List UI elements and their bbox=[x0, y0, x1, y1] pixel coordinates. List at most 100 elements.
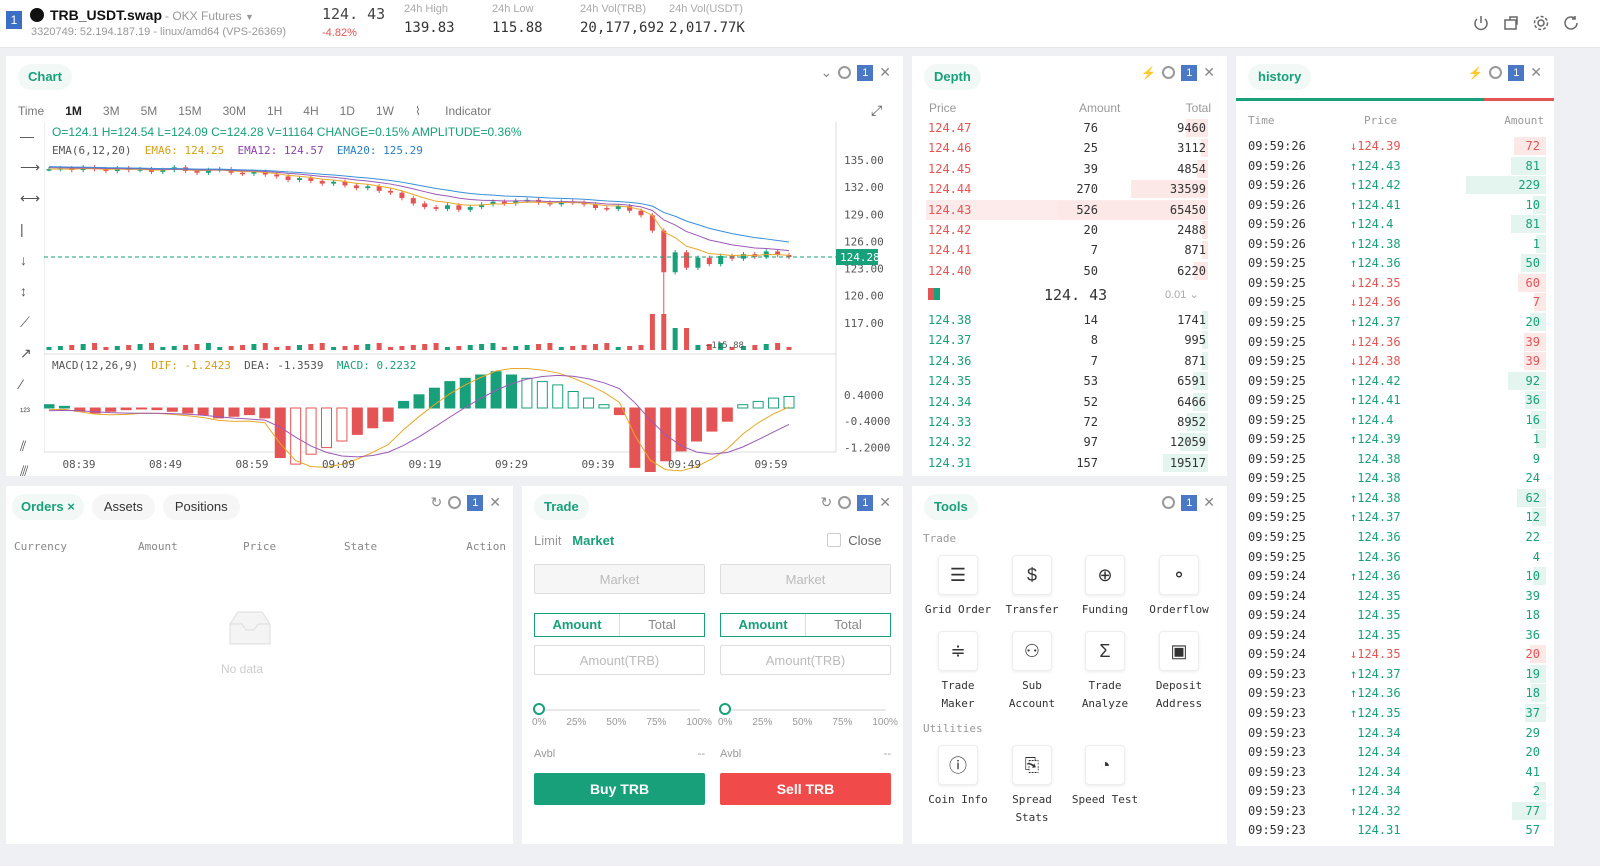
panel-badge[interactable]: 1 bbox=[1508, 64, 1525, 81]
panel-badge[interactable]: 1 bbox=[1181, 64, 1198, 81]
timeframe-1h[interactable]: 1H bbox=[266, 104, 283, 118]
tab-orders[interactable]: Orders × bbox=[12, 494, 84, 520]
timeframe-1d[interactable]: 1D bbox=[339, 104, 355, 118]
horizontal-segment-icon[interactable]: ⟷ bbox=[20, 190, 41, 206]
vertical-segment-icon[interactable]: ↕ bbox=[20, 283, 27, 299]
indicator-button[interactable]: ⌇ Indicator bbox=[415, 104, 512, 118]
pct-25[interactable]: 25% bbox=[566, 717, 587, 728]
buy-total-tab[interactable]: Total bbox=[619, 614, 704, 636]
refresh-icon[interactable] bbox=[1562, 14, 1580, 32]
trade-maker-tool[interactable]: ≑ Trade Maker bbox=[923, 631, 993, 713]
panel-badge[interactable]: 1 bbox=[467, 494, 484, 511]
panel-badge[interactable]: 1 bbox=[857, 64, 874, 81]
spread-stats-tool[interactable]: ⎘ Spread Stats bbox=[997, 745, 1067, 827]
candlestick-chart[interactable]: 135.00 132.00 129.00 126.00 123.00 120.00 117.… bbox=[44, 122, 894, 472]
pct-75[interactable]: 75% bbox=[832, 717, 853, 728]
refresh-icon[interactable]: ↻ bbox=[430, 494, 443, 510]
history-panel-title[interactable]: history bbox=[1248, 64, 1312, 90]
segment-icon[interactable]: ⁄ bbox=[20, 376, 23, 392]
sell-price-input[interactable]: Market bbox=[720, 564, 891, 594]
deposit-address-tool[interactable]: ▣ Deposit Address bbox=[1144, 631, 1214, 713]
sell-slider-track[interactable] bbox=[726, 709, 886, 711]
speed-test-tool[interactable]: ◔ Speed Test bbox=[1070, 745, 1140, 809]
bid-row[interactable]: 124.32 97 12059 bbox=[926, 432, 1208, 452]
ask-row[interactable]: 124.41 7 871 bbox=[926, 240, 1208, 260]
pct-50[interactable]: 50% bbox=[792, 717, 813, 728]
timeframe-4h[interactable]: 4H bbox=[303, 104, 319, 118]
gear-icon[interactable] bbox=[838, 496, 852, 509]
sub-account-tool[interactable]: ⚇ Sub Account bbox=[997, 631, 1067, 713]
channel-icon[interactable]: ⫻ bbox=[20, 463, 29, 479]
gear-icon[interactable] bbox=[838, 66, 852, 79]
ask-row[interactable]: 124.42 20 2488 bbox=[926, 220, 1208, 240]
buy-price-input[interactable]: Market bbox=[534, 564, 705, 594]
grid-order-tool[interactable]: ☰ Grid Order bbox=[923, 555, 993, 619]
ask-row[interactable]: 124.45 39 4854 bbox=[926, 159, 1208, 179]
pct-75[interactable]: 75% bbox=[646, 717, 667, 728]
panel-badge[interactable]: 1 bbox=[1181, 494, 1198, 511]
timeframe-15m[interactable]: 15M bbox=[178, 104, 202, 118]
tab-limit[interactable]: Limit bbox=[534, 533, 562, 548]
close-icon[interactable]: ✕ bbox=[1530, 64, 1542, 80]
trade-analyze-tool[interactable]: Σ Trade Analyze bbox=[1070, 631, 1140, 713]
bid-row[interactable]: 124.37 8 995 bbox=[926, 330, 1208, 350]
symbol-name[interactable]: TRB_USDT.swap bbox=[50, 7, 163, 23]
gear-icon[interactable] bbox=[448, 496, 462, 509]
buy-amount-input[interactable]: Amount(TRB) bbox=[534, 645, 705, 675]
minimize-icon[interactable]: ⌄ bbox=[820, 64, 833, 80]
close-tab-icon[interactable]: × bbox=[67, 499, 75, 514]
ask-row[interactable]: 124.44 270 33599 bbox=[926, 179, 1208, 199]
checkbox-box[interactable] bbox=[827, 533, 841, 547]
buy-button[interactable]: Buy TRB bbox=[534, 773, 705, 805]
vertical-ray-icon[interactable]: ↓ bbox=[20, 252, 27, 268]
close-icon[interactable]: ✕ bbox=[1203, 494, 1215, 510]
exchange-selector[interactable]: - OKX Futures ▼ bbox=[165, 9, 254, 23]
pct-0[interactable]: 0% bbox=[532, 717, 547, 728]
depth-layout-icon[interactable] bbox=[928, 288, 940, 300]
ask-row[interactable]: 124.47 76 9460 bbox=[926, 118, 1208, 138]
pct-50[interactable]: 50% bbox=[606, 717, 627, 728]
sell-slider-handle[interactable] bbox=[719, 703, 731, 715]
transfer-tool[interactable]: $ Transfer bbox=[997, 555, 1067, 619]
close-icon[interactable]: ✕ bbox=[879, 494, 891, 510]
pct-25[interactable]: 25% bbox=[752, 717, 773, 728]
timeframe-3m[interactable]: 3M bbox=[102, 104, 120, 118]
price-label-icon[interactable]: ¹²³ bbox=[20, 407, 30, 418]
bid-row[interactable]: 124.35 53 6591 bbox=[926, 371, 1208, 391]
sell-amount-tab[interactable]: Amount bbox=[738, 617, 788, 632]
timeframe-time[interactable]: Time bbox=[18, 104, 45, 118]
close-checkbox[interactable]: Close bbox=[827, 533, 881, 548]
trend-line-icon[interactable]: ⟋ bbox=[20, 314, 30, 330]
pct-100[interactable]: 100% bbox=[872, 717, 898, 728]
sell-amount-input[interactable]: Amount(TRB) bbox=[720, 645, 891, 675]
pct-100[interactable]: 100% bbox=[686, 717, 712, 728]
bid-row[interactable]: 124.36 7 871 bbox=[926, 351, 1208, 371]
pct-0[interactable]: 0% bbox=[718, 717, 733, 728]
bid-row[interactable]: 124.38 14 1741 bbox=[926, 310, 1208, 330]
parallel-lines-icon[interactable]: ⫽ bbox=[20, 438, 27, 454]
gear-icon[interactable] bbox=[1489, 66, 1503, 79]
tab-positions[interactable]: Positions bbox=[162, 494, 240, 520]
orderflow-tool[interactable]: ⚬ Orderflow bbox=[1144, 555, 1214, 619]
lightning-icon[interactable]: ⚡ bbox=[1468, 65, 1484, 80]
ask-row[interactable]: 124.40 50 6220 bbox=[926, 261, 1208, 281]
refresh-icon[interactable]: ↻ bbox=[820, 494, 833, 510]
ask-row[interactable]: 124.46 25 3112 bbox=[926, 138, 1208, 158]
gear-icon[interactable] bbox=[1162, 66, 1176, 79]
bid-row[interactable]: 124.31 157 19517 bbox=[926, 453, 1208, 473]
buy-slider-track[interactable] bbox=[540, 709, 700, 711]
gear-icon[interactable] bbox=[1162, 496, 1176, 509]
bid-row[interactable]: 124.34 52 6466 bbox=[926, 392, 1208, 412]
trade-panel-title[interactable]: Trade bbox=[534, 494, 589, 520]
close-icon[interactable]: ✕ bbox=[1203, 64, 1215, 80]
buy-amount-tab[interactable]: Amount bbox=[552, 617, 602, 632]
share-icon[interactable] bbox=[1502, 14, 1520, 32]
horizontal-line-icon[interactable]: — bbox=[20, 128, 34, 144]
ray-line-icon[interactable]: ↗ bbox=[20, 345, 32, 361]
lightning-icon[interactable]: ⚡ bbox=[1141, 65, 1157, 80]
chart-panel-title[interactable]: Chart bbox=[18, 64, 72, 90]
close-icon[interactable]: ✕ bbox=[489, 494, 501, 510]
funding-tool[interactable]: ⊕ Funding bbox=[1070, 555, 1140, 619]
precision-selector[interactable]: 0.01 ⌄ bbox=[1165, 288, 1199, 301]
coin-info-tool[interactable]: ⓘ Coin Info bbox=[923, 745, 993, 809]
